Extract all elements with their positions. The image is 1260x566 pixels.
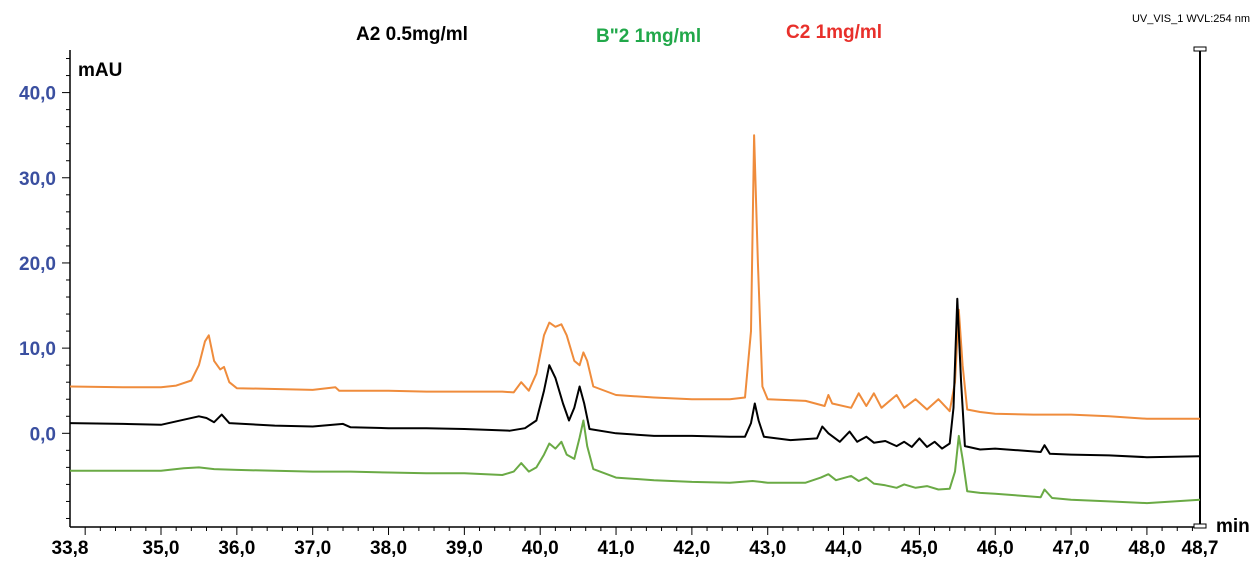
x-tick-label: 44,0 [825,538,862,559]
x-tick-label: 36,0 [218,538,255,559]
x-tick-label: 45,0 [901,538,938,559]
y-tick-label: 20,0 [19,254,56,275]
x-tick-label: 38,0 [370,538,407,559]
series-line-2 [69,134,1200,420]
x-tick-label: 41,0 [598,538,635,559]
x-tick-label: 33,8 [52,538,89,559]
y-axis-unit-label: mAU [78,60,122,81]
x-axis-unit-label: min [1216,516,1250,537]
y-tick-label: 10,0 [19,339,56,360]
detector-wavelength-label: UV_VIS_1 WVL:254 nm [1132,13,1250,25]
x-tick-label: 46,0 [977,538,1014,559]
x-tick-label: 35,0 [143,538,180,559]
y-tick-label: 40,0 [19,84,56,105]
legend-series-a2: A2 0.5mg/ml [356,24,468,45]
x-tick-label: 48,0 [1128,538,1165,559]
y-tick-label: 0,0 [30,424,56,445]
series-line-1 [70,419,1201,505]
chromatogram-traces [69,134,1201,505]
right-axis-cap-bottom [1193,523,1207,529]
x-tick-label: 43,0 [749,538,786,559]
legend-series-b2: B"2 1mg/ml [596,26,701,47]
x-tick-label: 40,0 [522,538,559,559]
x-tick-label: 39,0 [446,538,483,559]
x-tick-label: 37,0 [294,538,331,559]
series-line-0 [69,297,1201,459]
axis-ticks: 0,0 10,0 20,0 30,0 40,0 33,8 35,0 36,0 37,0 38,0 3… [19,58,1219,559]
x-tick-label: 48,7 [1182,538,1219,559]
y-tick-label: 30,0 [19,169,56,190]
right-axis-cap-top [1193,46,1207,52]
x-tick-label: 47,0 [1053,538,1090,559]
plot-axes [69,46,1207,529]
x-tick-label: 42,0 [673,538,710,559]
legend-series-c2: C2 1mg/ml [786,22,882,43]
